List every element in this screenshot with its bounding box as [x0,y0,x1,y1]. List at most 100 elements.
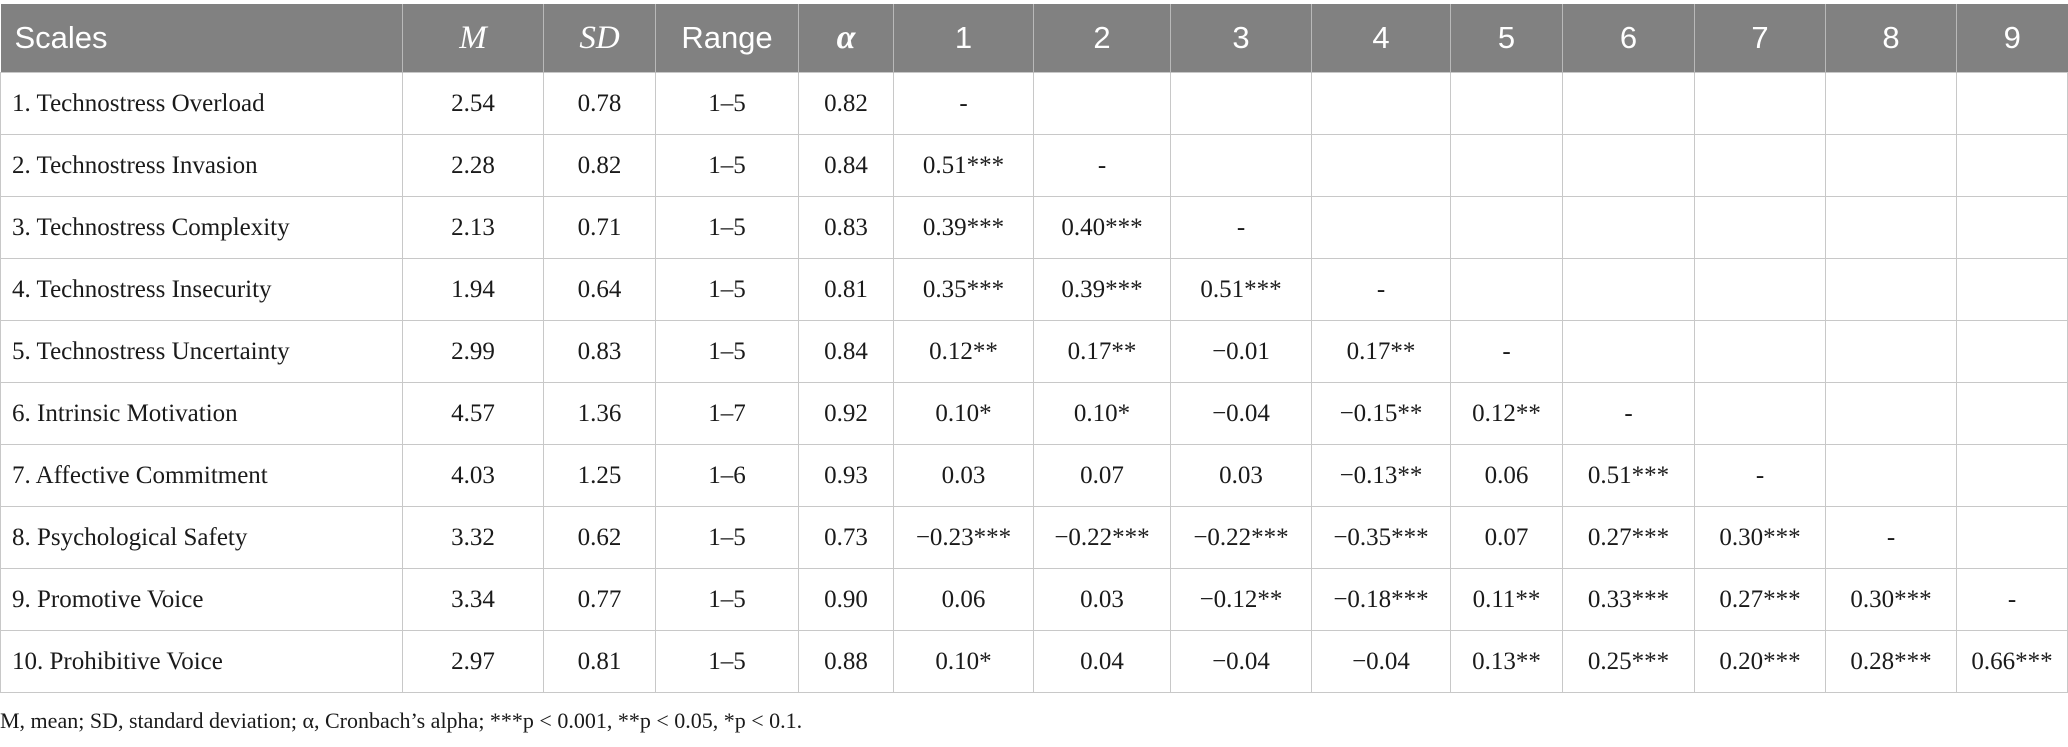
table-cell: 0.06 [1450,444,1563,507]
table-cell [1562,72,1695,135]
table-cell: 0.03 [893,444,1034,507]
column-header: M [402,4,544,73]
table-cell: −0.35*** [1311,506,1451,569]
table-cell: 0.64 [543,258,656,321]
table-cell: 1–5 [655,258,799,321]
table-cell: 0.92 [798,382,894,445]
table-cell: 0.51*** [1562,444,1695,507]
table-cell: 0.78 [543,72,656,135]
table-cell: 0.93 [798,444,894,507]
table-row: 9. Promotive Voice 3.34 0.77 1–5 0.90 0.06 0.0… [0,568,2068,631]
table-cell [1562,134,1695,197]
table-row: 1. Technostress Overload 2.54 0.78 1–5 0.82- [0,72,2068,135]
table-row: 10. Prohibitive Voice 2.97 0.81 1–5 0.88 0.10… [0,630,2068,693]
table-footnote: M, mean; SD, standard deviation; α, Cron… [0,708,803,733]
table-cell: −0.04 [1170,382,1312,445]
table-cell: 0.27*** [1562,506,1695,569]
column-header: 5 [1450,4,1563,73]
table-row: 4. Technostress Insecurity 1.94 0.64 1–5 0.8… [0,258,2068,321]
scale-name-cell: 6. Intrinsic Motivation [0,382,403,445]
column-header: 9 [1956,4,2068,73]
table-cell [1956,506,2068,569]
table-cell: 0.20*** [1694,630,1826,693]
table-cell: −0.04 [1311,630,1451,693]
table-cell [1450,72,1563,135]
table-cell: 0.66*** [1956,630,2068,693]
table-cell: 0.12** [893,320,1034,383]
column-header: 3 [1170,4,1312,73]
table-cell [1825,382,1957,445]
table-row: 2. Technostress Invasion 2.28 0.82 1–5 0.84 0… [0,134,2068,197]
table-cell [1825,196,1957,259]
table-cell: 0.51*** [1170,258,1312,321]
table-cell: 0.39*** [1033,258,1171,321]
table-cell: 0.77 [543,568,656,631]
table-cell [1170,134,1312,197]
column-header: α [798,4,894,73]
table-cell [1311,196,1451,259]
table-cell: 0.39*** [893,196,1034,259]
table-cell: 0.10* [1033,382,1171,445]
table-cell: 1–5 [655,506,799,569]
table-cell: −0.23*** [893,506,1034,569]
scale-name-cell: 7. Affective Commitment [0,444,403,507]
table-cell: - [1825,506,1957,569]
correlation-table: Scales M SD Range α 1 2 3 4 5 6 7 8 9 1. Technostress… [0,4,2068,693]
table-cell: - [1694,444,1826,507]
table-cell [1562,320,1695,383]
table-cell [1170,72,1312,135]
table-row: 8. Psychological Safety 3.32 0.62 1–5 0.73 −0… [0,506,2068,569]
table-cell: 1–5 [655,72,799,135]
scale-name-cell: 1. Technostress Overload [0,72,403,135]
table-cell: 1.36 [543,382,656,445]
column-header: 4 [1311,4,1451,73]
table-cell: 4.03 [402,444,544,507]
table-row: 5. Technostress Uncertainty 2.99 0.83 1–5 0.… [0,320,2068,383]
table-cell: 2.54 [402,72,544,135]
table-cell [1956,134,2068,197]
table-cell: 0.40*** [1033,196,1171,259]
scale-name-cell: 2. Technostress Invasion [0,134,403,197]
table-cell: 0.27*** [1694,568,1826,631]
table-cell: 3.32 [402,506,544,569]
table-cell [1825,72,1957,135]
table-cell: −0.22*** [1033,506,1171,569]
table-cell: 2.13 [402,196,544,259]
table-cell [1694,72,1826,135]
table-cell: 0.51*** [893,134,1034,197]
scale-name-cell: 10. Prohibitive Voice [0,630,403,693]
table-cell: 0.04 [1033,630,1171,693]
table-cell: 0.10* [893,382,1034,445]
table-cell: 0.90 [798,568,894,631]
table-cell: 0.07 [1033,444,1171,507]
table-cell: 1.25 [543,444,656,507]
table-cell: −0.13** [1311,444,1451,507]
scale-name-cell: 3. Technostress Complexity [0,196,403,259]
table-cell: - [893,72,1034,135]
table-cell [1450,258,1563,321]
column-header: 8 [1825,4,1957,73]
table-cell: - [1956,568,2068,631]
table-cell: 0.33*** [1562,568,1695,631]
table-cell: 0.62 [543,506,656,569]
scale-name-cell: 9. Promotive Voice [0,568,403,631]
table-cell: 0.83 [798,196,894,259]
column-header: 7 [1694,4,1826,73]
table-cell: 0.82 [543,134,656,197]
table-cell [1311,134,1451,197]
table-cell: 0.03 [1170,444,1312,507]
table-cell [1956,72,2068,135]
table-cell [1956,258,2068,321]
table-cell: - [1562,382,1695,445]
table-row: 6. Intrinsic Motivation 4.57 1.36 1–7 0.92 0.… [0,382,2068,445]
table-cell: 0.82 [798,72,894,135]
table-cell: 0.28*** [1825,630,1957,693]
table-cell: 0.83 [543,320,656,383]
table-cell: 0.88 [798,630,894,693]
table-cell: 1–6 [655,444,799,507]
scale-name-cell: 8. Psychological Safety [0,506,403,569]
table-cell: −0.15** [1311,382,1451,445]
table-cell [1825,444,1957,507]
table-cell: 0.13** [1450,630,1563,693]
table-cell [1562,196,1695,259]
